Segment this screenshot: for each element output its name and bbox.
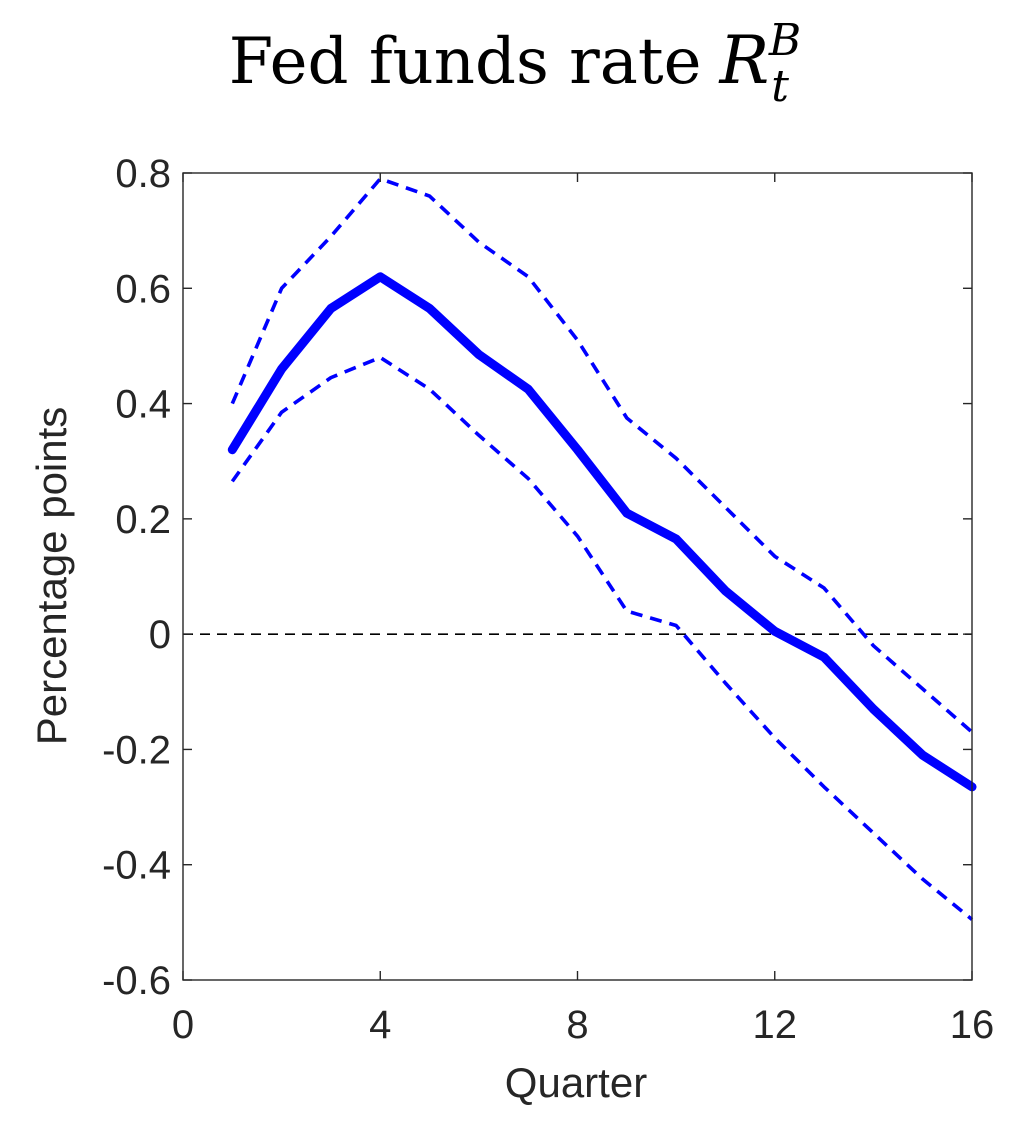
chart-title-subscript: t	[771, 61, 789, 112]
series-line-upper-band	[230, 176, 974, 734]
y-axis-label: Percentage points	[28, 407, 75, 746]
series-line-median	[227, 272, 977, 792]
x-tick-label: 4	[369, 1003, 391, 1047]
y-tick-label: 0.4	[115, 383, 171, 427]
plot-area: 0 4 8 12 16 -0.6 -0.4 -0.2 0 0.2 0.4 0.6 0.8	[102, 152, 994, 1047]
y-tick-label: 0.6	[115, 267, 171, 311]
chart-title-symbol: R	[718, 22, 769, 99]
axes-frame	[182, 172, 973, 981]
y-tick-label: -0.2	[102, 728, 171, 772]
series-line-lower-band	[230, 355, 974, 921]
x-tick-label: 12	[753, 1003, 798, 1047]
chart-title: Fed funds rate RtB	[229, 15, 801, 112]
y-tick-label: 0.8	[115, 152, 171, 196]
y-tick-label: 0	[149, 613, 171, 657]
chart-title-text: Fed funds rate	[229, 25, 702, 99]
chart-title-superscript: B	[768, 15, 801, 66]
x-tick-label: 16	[950, 1003, 995, 1047]
x-tick-label: 0	[172, 1003, 194, 1047]
y-tick-label: 0.2	[115, 498, 171, 542]
x-tick-label: 8	[566, 1003, 588, 1047]
y-tick-label: -0.4	[102, 844, 171, 888]
y-tick-label: -0.6	[102, 959, 171, 1003]
x-axis-label: Quarter	[505, 1059, 647, 1106]
